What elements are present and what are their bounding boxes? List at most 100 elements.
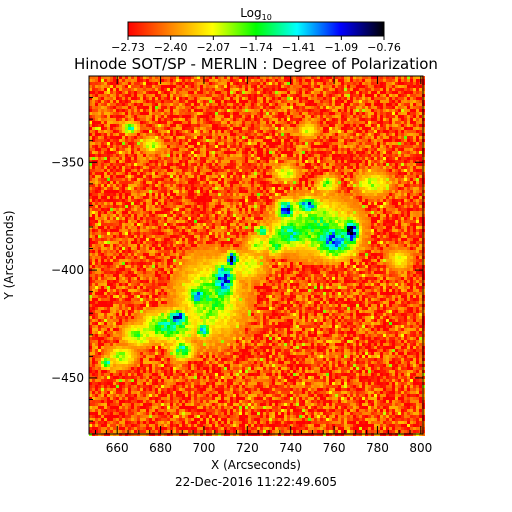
heatmap-cell (413, 190, 416, 193)
heatmap-cell (206, 121, 209, 124)
heatmap-cell (170, 121, 173, 124)
heatmap-cell (170, 181, 173, 184)
heatmap-cell (359, 187, 362, 190)
heatmap-cell (191, 205, 194, 208)
heatmap-cell (155, 145, 158, 148)
heatmap-cell (212, 199, 215, 202)
heatmap-cell (143, 109, 146, 112)
heatmap-cell (359, 169, 362, 172)
heatmap-cell (95, 124, 98, 127)
heatmap-cell (128, 127, 131, 130)
heatmap-cell (299, 100, 302, 103)
heatmap-cell (179, 100, 182, 103)
heatmap-cell (353, 181, 356, 184)
heatmap-cell (206, 193, 209, 196)
heatmap-cell (137, 142, 140, 145)
heatmap-cell (143, 160, 146, 163)
heatmap-cell (161, 145, 164, 148)
heatmap-cell (278, 127, 281, 130)
heatmap-cell (89, 169, 92, 172)
heatmap-cell (356, 133, 359, 136)
heatmap-cell (305, 88, 308, 91)
heatmap-cell (374, 148, 377, 151)
heatmap-cell (353, 139, 356, 142)
heatmap-cell (380, 148, 383, 151)
heatmap-cell (245, 205, 248, 208)
heatmap-cell (263, 76, 266, 79)
heatmap-cell (386, 85, 389, 88)
heatmap-cell (263, 205, 266, 208)
heatmap-cell (239, 187, 242, 190)
heatmap-cell (185, 148, 188, 151)
heatmap-cell (398, 160, 401, 163)
heatmap-cell (269, 112, 272, 115)
heatmap-cell (335, 109, 338, 112)
heatmap-cell (170, 112, 173, 115)
heatmap-cell (149, 85, 152, 88)
heatmap-cell (398, 97, 401, 100)
heatmap-cell (308, 145, 311, 148)
heatmap-cell (353, 175, 356, 178)
heatmap-cell (173, 169, 176, 172)
heatmap-cell (206, 133, 209, 136)
heatmap-cell (314, 79, 317, 82)
heatmap-cell (176, 82, 179, 85)
heatmap-cell (329, 199, 332, 202)
heatmap-cell (293, 118, 296, 121)
heatmap-cell (263, 106, 266, 109)
heatmap-cell (413, 106, 416, 109)
heatmap-cell (323, 124, 326, 127)
heatmap-cell (269, 190, 272, 193)
heatmap-cell (377, 163, 380, 166)
heatmap-cell (296, 157, 299, 160)
heatmap-cell (116, 94, 119, 97)
heatmap-cell (113, 127, 116, 130)
heatmap-cell (245, 112, 248, 115)
heatmap-cell (260, 103, 263, 106)
heatmap-cell (176, 151, 179, 154)
heatmap-cell (218, 178, 221, 181)
heatmap-cell (221, 133, 224, 136)
heatmap-cell (284, 124, 287, 127)
heatmap-cell (149, 106, 152, 109)
heatmap-cell (233, 196, 236, 199)
heatmap-cell (266, 100, 269, 103)
heatmap-cell (248, 130, 251, 133)
heatmap-cell (395, 154, 398, 157)
heatmap-cell (311, 142, 314, 145)
heatmap-cell (227, 172, 230, 175)
heatmap-cell (227, 118, 230, 121)
heatmap-cell (143, 103, 146, 106)
heatmap-cell (188, 208, 191, 211)
heatmap-cell (329, 136, 332, 139)
heatmap-cell (407, 118, 410, 121)
heatmap-cell (125, 85, 128, 88)
heatmap-cell (359, 136, 362, 139)
heatmap-cell (263, 151, 266, 154)
heatmap-cell (227, 88, 230, 91)
heatmap-cell (260, 145, 263, 148)
heatmap-cell (341, 118, 344, 121)
heatmap-cell (263, 85, 266, 88)
heatmap-cell (398, 142, 401, 145)
heatmap-cell (245, 103, 248, 106)
heatmap-cell (371, 82, 374, 85)
heatmap-cell (113, 118, 116, 121)
heatmap-cell (365, 199, 368, 202)
heatmap-cell (296, 163, 299, 166)
colorbar (127, 21, 385, 37)
heatmap-cell (314, 187, 317, 190)
heatmap-cell (371, 145, 374, 148)
heatmap-cell (392, 130, 395, 133)
heatmap-cell (314, 139, 317, 142)
heatmap-cell (197, 172, 200, 175)
heatmap-cell (215, 130, 218, 133)
heatmap-cell (164, 103, 167, 106)
heatmap-cell (236, 112, 239, 115)
heatmap-cell (377, 118, 380, 121)
heatmap-cell (287, 91, 290, 94)
heatmap-cell (221, 130, 224, 133)
heatmap-cell (152, 193, 155, 196)
heatmap-cell (332, 97, 335, 100)
heatmap-cell (353, 157, 356, 160)
